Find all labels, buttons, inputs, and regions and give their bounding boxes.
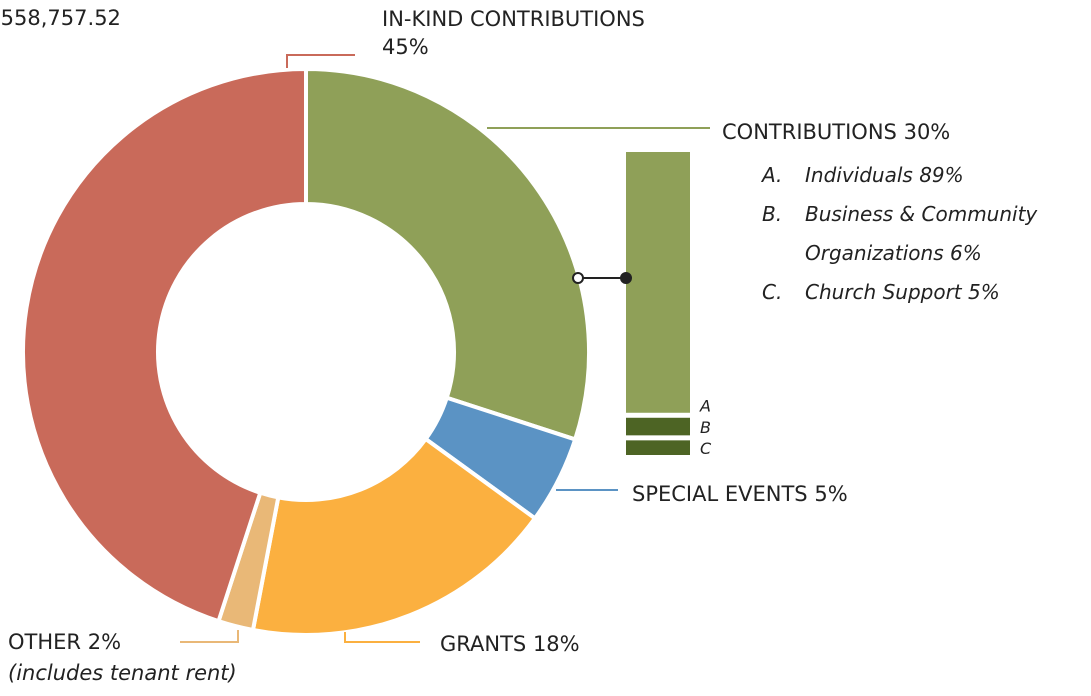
bar-letter: A xyxy=(699,396,711,415)
slice xyxy=(304,66,591,442)
breakdown-item: C. Church Support 5% xyxy=(762,273,1091,312)
value-label: 30% xyxy=(903,120,951,144)
slice-label: OTHER 2% xyxy=(8,628,121,656)
slice-label: IN-KIND CONTRIBUTIONS 45% xyxy=(382,5,682,61)
breakdown-list: A. Individuals 89% B. Business & Community … xyxy=(762,156,1091,312)
slice-label: CONTRIBUTIONS 30% xyxy=(722,118,950,146)
category: CONTRIBUTIONS xyxy=(722,120,897,144)
breakdown-item: B. Business & Community Organizations 6% xyxy=(762,195,1091,273)
note: (includes tenant rent) xyxy=(8,661,237,685)
value-label: 18% xyxy=(532,632,580,656)
leader-line xyxy=(286,54,355,68)
category: Church Support xyxy=(805,280,962,304)
bar-letter: C xyxy=(700,439,712,458)
value-label: 89% xyxy=(919,163,964,187)
category: OTHER xyxy=(8,630,82,654)
value-label: 5% xyxy=(968,280,1000,304)
leader-line xyxy=(344,632,420,643)
breakdown-bar: ABC xyxy=(626,152,712,458)
letter: B. xyxy=(762,202,783,226)
value-label: 5% xyxy=(814,482,848,506)
category: GRANTS xyxy=(440,632,527,656)
category: Business & Community Organizations xyxy=(805,202,1038,265)
bar-segment xyxy=(626,417,690,436)
value-label: 6% xyxy=(950,241,982,265)
bar-segment xyxy=(626,440,690,455)
item-text: Church Support 5% xyxy=(805,273,1089,312)
donut xyxy=(21,66,591,637)
bar-letter: B xyxy=(700,418,711,437)
item-text: Individuals 89% xyxy=(805,156,1089,195)
letter: C. xyxy=(762,280,783,304)
value-label: 2% xyxy=(87,630,122,654)
breakdown-item: A. Individuals 89% xyxy=(762,156,1091,195)
slice-label: GRANTS 18% xyxy=(440,630,580,658)
category: Individuals xyxy=(805,163,913,187)
connector-end xyxy=(620,272,632,284)
category: IN-KIND CONTRIBUTIONS xyxy=(382,7,645,31)
slice xyxy=(250,436,538,637)
value-label: 45% xyxy=(382,35,429,59)
slice-label: SPECIAL EVENTS 5% xyxy=(632,480,848,508)
letter: A. xyxy=(762,163,783,187)
leader-lines xyxy=(180,54,710,643)
item-text: Business & Community Organizations 6% xyxy=(805,195,1089,273)
connector-end xyxy=(572,272,584,284)
slice xyxy=(21,66,308,624)
category: SPECIAL EVENTS xyxy=(632,482,808,506)
total: ,558,757.52 xyxy=(0,6,121,30)
leader-line xyxy=(180,630,239,643)
bar-segment xyxy=(626,152,690,413)
